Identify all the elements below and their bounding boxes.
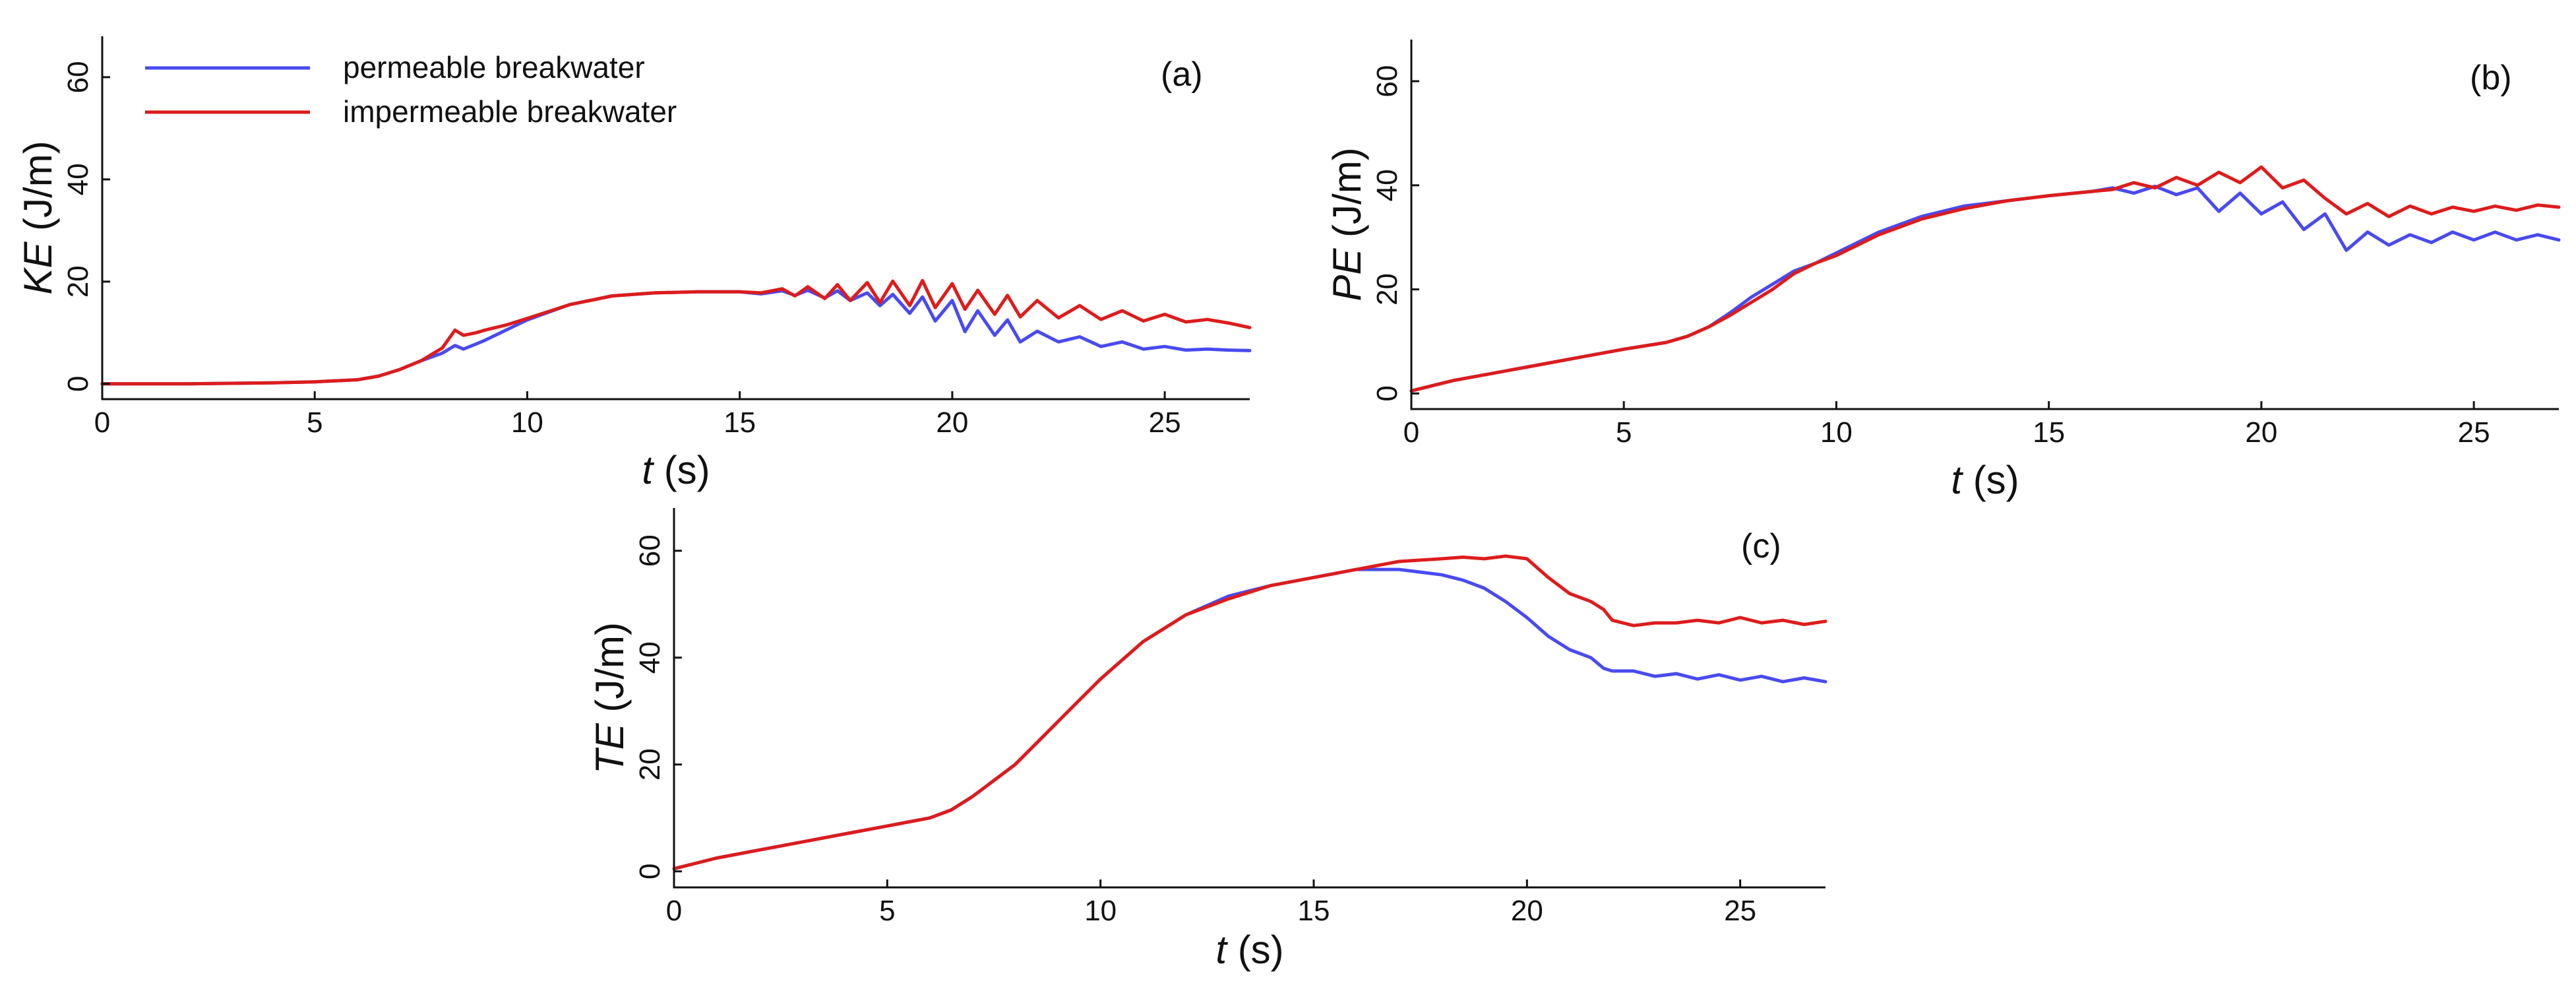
panel-b-line-impermeable-breakwater: [1409, 165, 2561, 393]
panel-a-ytick-label: 0: [62, 376, 94, 392]
panel-b-ytick-label: 20: [1371, 273, 1403, 305]
panel-b-axes: [1410, 40, 2559, 410]
panel-b-tag: (b): [2470, 59, 2512, 97]
panel-a-xlabel: t (s): [642, 448, 710, 492]
panel-c-ticks: 0 5 10 15 20 25 0 20 40 60: [634, 534, 1756, 927]
panel-c-series: [672, 554, 1827, 871]
panel-c-xtick-label: 20: [1511, 895, 1543, 927]
panel-c-xlabel-var: t: [1215, 928, 1228, 972]
panel-a-ylabel: KE (J/m): [16, 141, 60, 294]
panel-a-ylabel-unit: (J/m): [16, 141, 60, 231]
panel-b-xtick-label: 0: [1403, 416, 1419, 449]
panel-c-xtick-label: 25: [1724, 895, 1756, 927]
panel-a-axes: [101, 36, 1250, 400]
panel-c-ytick-label: 20: [634, 748, 666, 781]
legend-label-permeable: permeable breakwater: [343, 50, 645, 84]
panel-c-ytick-label: 60: [634, 534, 666, 567]
panel-b-xtick-label: 10: [1820, 416, 1853, 449]
panel-a-xtick-label: 20: [936, 406, 968, 439]
panel-a-xtick-label: 5: [307, 406, 322, 439]
panel-c-line-impermeable-breakwater: [672, 554, 1827, 871]
panel-c-tag: (c): [1741, 527, 1781, 565]
panel-c-xtick-label: 5: [879, 895, 895, 927]
panel-a-xlabel-unit: (s): [664, 448, 710, 492]
panel-b-ylabel: PE (J/m): [1325, 147, 1369, 301]
panel-a-series: [100, 278, 1252, 386]
panel-b-ytick-label: 60: [1371, 65, 1403, 98]
panel-b: 0 5 10 15 20 25 0 20 40 60 t (s) PE (J/m) (b): [1325, 40, 2561, 502]
panel-a-xtick-label: 15: [723, 406, 756, 439]
panel-c-xlabel-unit: (s): [1238, 928, 1284, 972]
panel-b-xtick-label: 5: [1616, 416, 1632, 449]
panel-a-tag: (a): [1161, 55, 1203, 94]
panel-c-axes: [673, 508, 1825, 889]
panel-b-xtick-label: 20: [2245, 416, 2277, 449]
panel-c-xtick-label: 10: [1084, 895, 1117, 927]
panel-c-ytick-label: 0: [634, 863, 666, 879]
panel-a-xtick-label: 10: [511, 406, 543, 439]
panel-b-xlabel-var: t: [1951, 458, 1963, 502]
legend-label-impermeable: impermeable breakwater: [343, 94, 677, 129]
panel-c-ylabel-var: TE: [588, 722, 632, 774]
panel-b-xlabel: t (s): [1951, 458, 2019, 502]
panel-b-xlabel-unit: (s): [1973, 458, 2019, 502]
panel-a-xlabel-var: t: [642, 448, 654, 492]
panel-b-xtick-label: 15: [2033, 416, 2065, 449]
panel-b-series: [1409, 165, 2561, 393]
panel-b-ytick-label: 40: [1371, 169, 1403, 201]
panel-b-ticks: 0 5 10 15 20 25 0 20 40 60: [1371, 65, 2490, 449]
panel-c-ylabel-unit: (J/m): [588, 622, 632, 713]
panel-b-ylabel-var: PE: [1325, 248, 1369, 302]
panel-c-ylabel: TE (J/m): [588, 622, 632, 774]
panel-a-ytick-label: 20: [62, 265, 94, 298]
panel-c-ytick-label: 40: [634, 641, 666, 674]
panel-a-ticks: 0 5 10 15 20 25 0 20 40 60: [62, 61, 1181, 439]
panel-a-xtick-label: 25: [1149, 406, 1181, 439]
panel-a-line-impermeable-breakwater: [100, 278, 1252, 386]
panel-b-xtick-label: 25: [2458, 416, 2490, 449]
panel-a-line-permeable-breakwater: [100, 288, 1252, 386]
legend: permeable breakwater impermeable breakwa…: [145, 50, 677, 129]
panel-a: 0 5 10 15 20 25 0 20 40 60 t (s) KE (J/m) (a) per…: [16, 36, 1252, 492]
panel-a-ylabel-var: KE: [16, 241, 60, 295]
panel-a-xtick-label: 0: [94, 406, 110, 439]
panel-c-xtick-label: 15: [1298, 895, 1330, 927]
panel-c-xtick-label: 0: [666, 895, 682, 927]
panel-b-ytick-label: 0: [1371, 385, 1403, 401]
panel-c-xlabel: t (s): [1215, 928, 1283, 972]
panel-c: 0 5 10 15 20 25 0 20 40 60 t (s) TE (J/m) (c): [588, 508, 1827, 972]
panel-a-ytick-label: 60: [62, 61, 94, 93]
panel-b-ylabel-unit: (J/m): [1325, 147, 1369, 238]
panel-a-ytick-label: 40: [62, 163, 94, 195]
panel-c-line-permeable-breakwater: [672, 567, 1827, 871]
